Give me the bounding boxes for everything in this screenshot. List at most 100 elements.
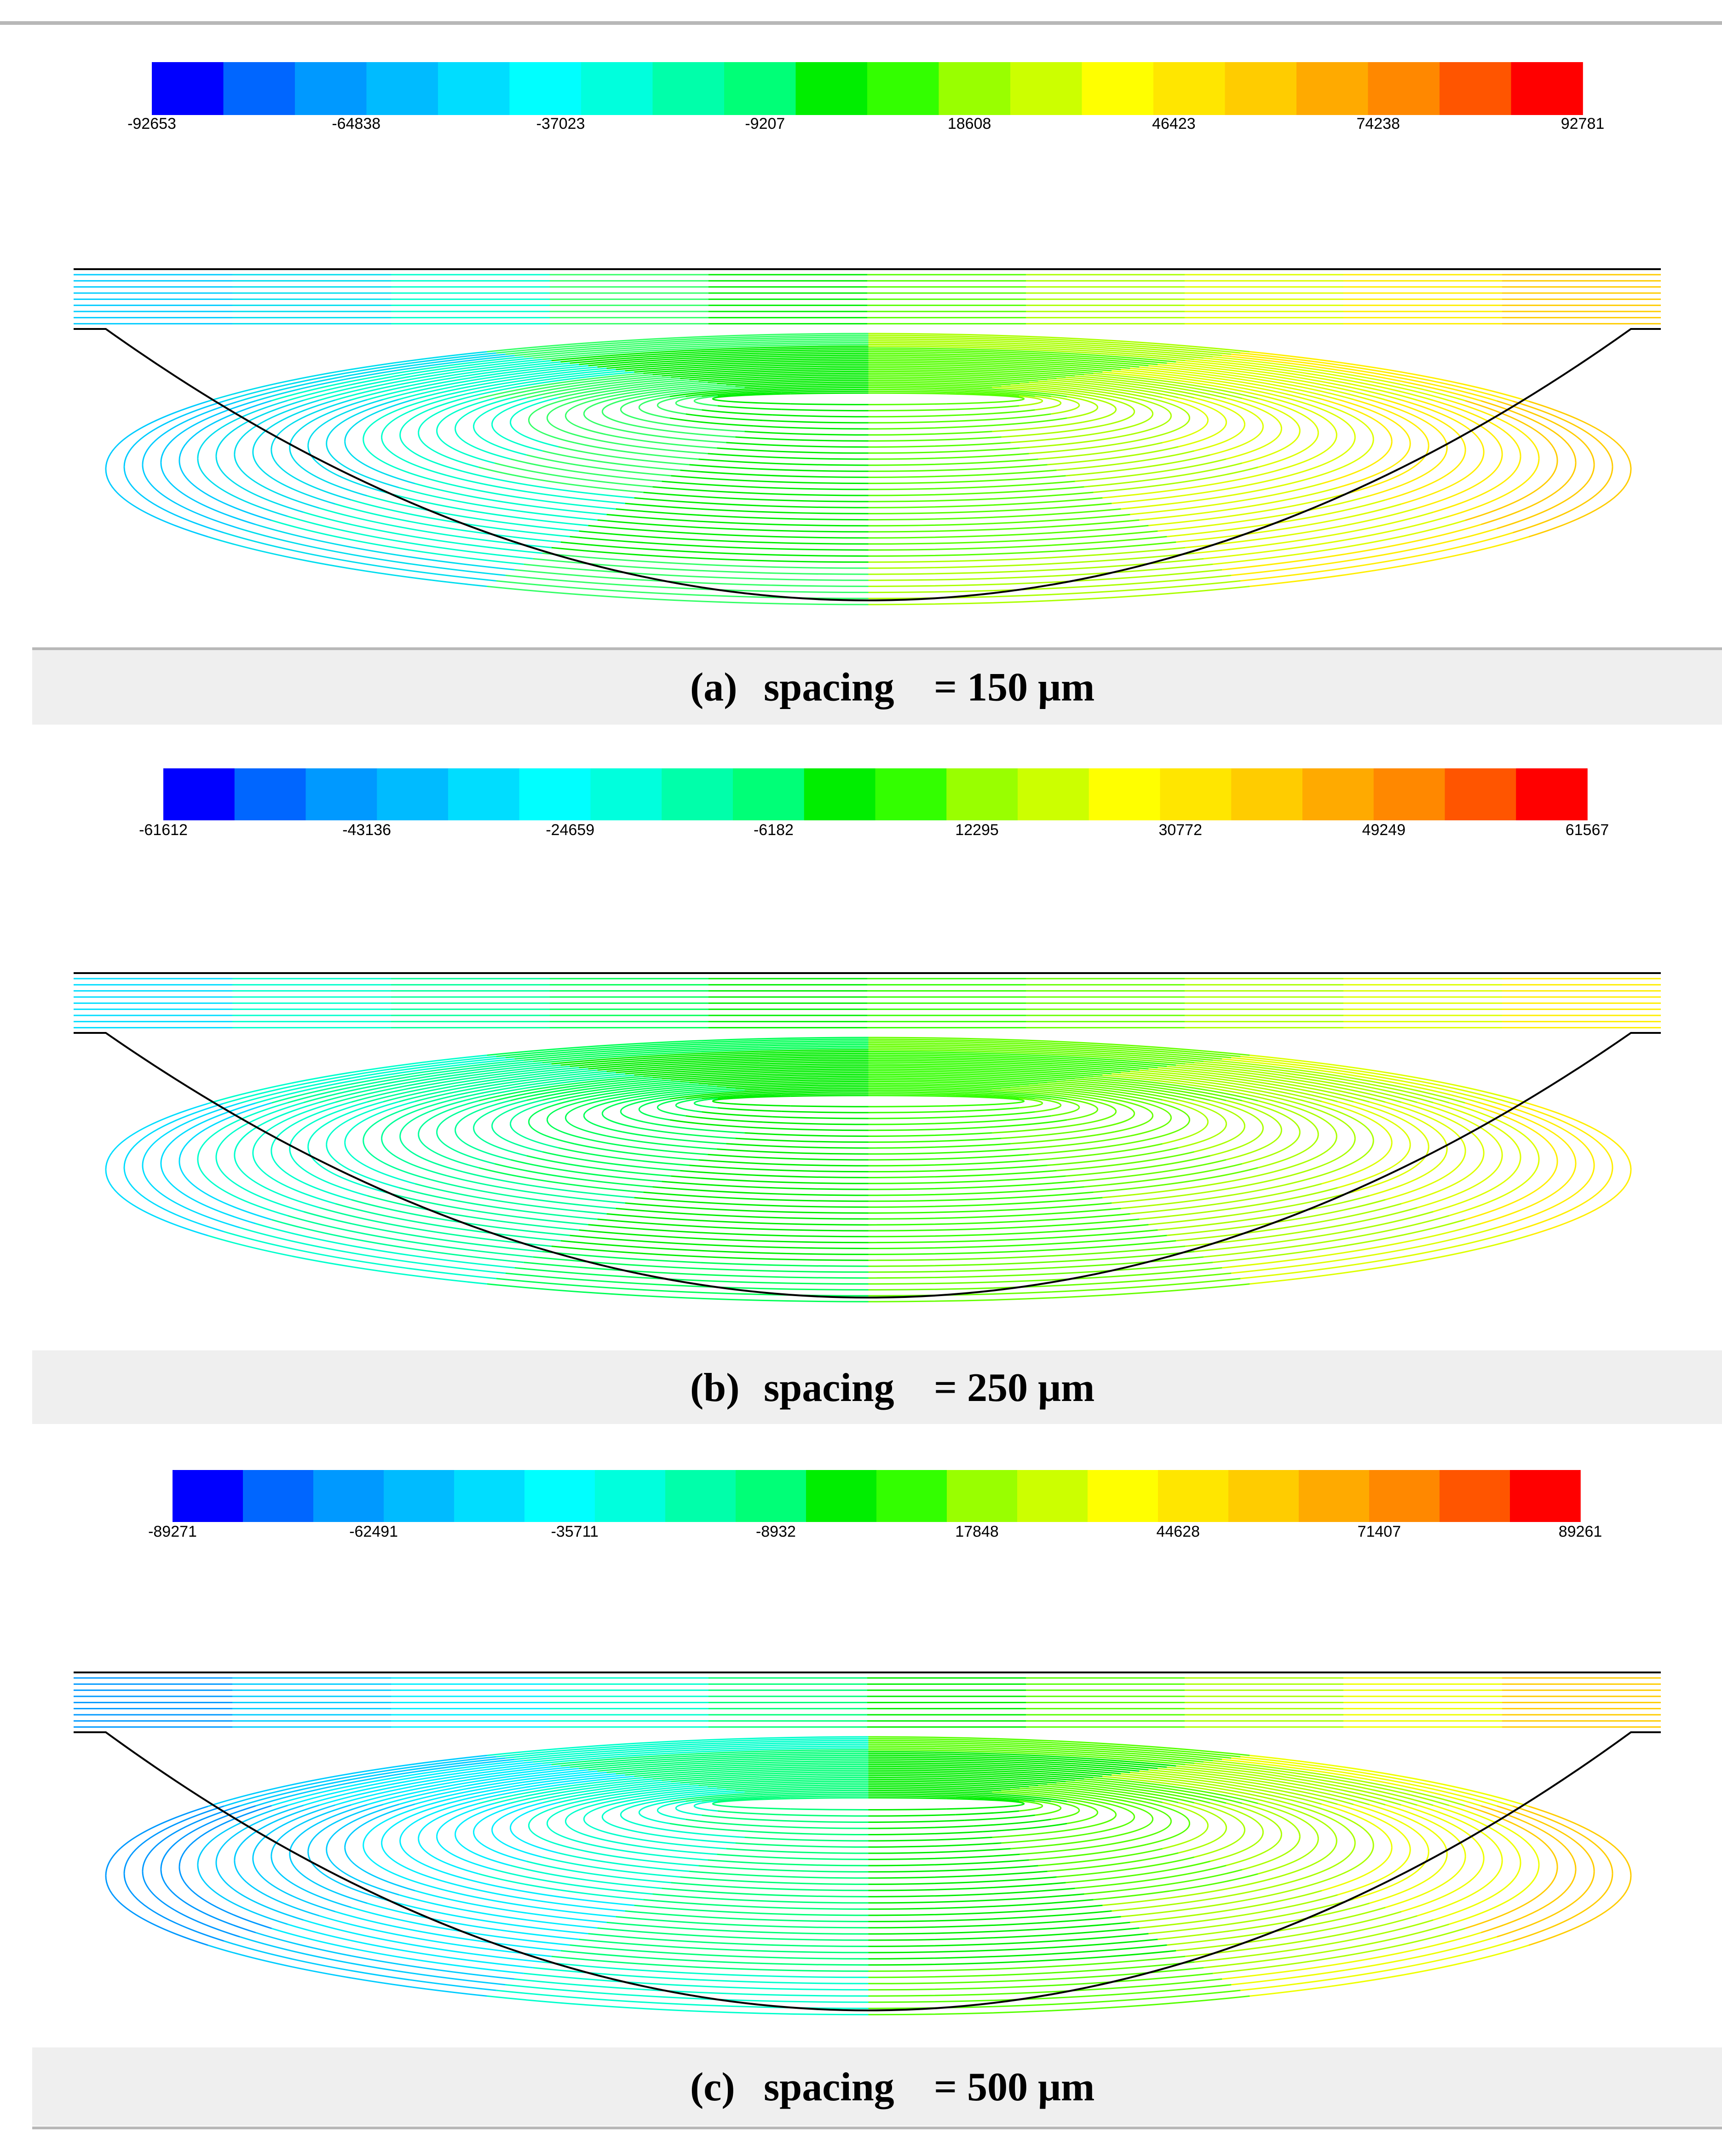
- cavity-streamline: [351, 1199, 570, 1236]
- cavity-streamline: [868, 1091, 965, 1095]
- cavity-streamline: [868, 1859, 1029, 1867]
- cavity-streamline: [1065, 1861, 1210, 1884]
- cavity-streamline: [868, 378, 1020, 385]
- cavity-streamline: [570, 1752, 869, 1768]
- cavity-streamline: [1185, 1915, 1418, 1957]
- cavity-streamline: [1185, 1207, 1418, 1247]
- cavity-streamline: [558, 379, 690, 398]
- cavity-streamline: [1065, 1155, 1210, 1177]
- cavity-streamline: [533, 558, 869, 575]
- cavity-streamline: [868, 563, 1213, 581]
- cavity-streamline: [1433, 456, 1521, 513]
- cavity-streamline: [1075, 375, 1227, 399]
- cavity-streamline: [693, 1800, 718, 1806]
- cavity-streamline: [744, 1836, 869, 1842]
- cavity-streamline: [868, 586, 1250, 605]
- cavity-streamline: [868, 1797, 946, 1799]
- cavity-streamline: [570, 536, 869, 551]
- cavity-streamline: [526, 1079, 671, 1101]
- cavity-streamline: [868, 1240, 1176, 1255]
- cavity-streamline: [542, 378, 680, 399]
- cavity-streamline: [868, 1072, 1066, 1081]
- cavity-streamline: [1047, 1852, 1179, 1872]
- cavity-streamline: [754, 1831, 869, 1835]
- cavity-streamline: [606, 1085, 717, 1101]
- cavity-streamline: [868, 1043, 1213, 1061]
- cavity-streamline: [1185, 360, 1418, 401]
- cavity-streamline: [1290, 1843, 1356, 1883]
- cavity-streamline: [574, 1083, 699, 1101]
- cavity-streamline: [669, 388, 754, 398]
- cavity-streamline: [1176, 1064, 1402, 1103]
- cavity-streamline: [625, 1910, 869, 1922]
- cavity-streamline: [868, 1967, 1204, 1984]
- cavity-streamline: [868, 431, 992, 436]
- cavity-streamline: [868, 1148, 1020, 1155]
- cavity-streamline: [1213, 1059, 1465, 1104]
- streamline-plot: [74, 972, 1661, 1303]
- cavity-streamline: [1178, 1099, 1227, 1124]
- cavity-streamline: [1003, 1800, 1025, 1804]
- cavity-streamline: [868, 1079, 1029, 1086]
- cavity-streamline: [763, 1121, 869, 1125]
- cavity-streamline: [1167, 1199, 1386, 1236]
- cavity-streamline: [514, 1741, 869, 1760]
- cavity-streamline: [675, 1808, 702, 1816]
- cavity-streamline: [1480, 462, 1577, 525]
- cavity-streamline: [652, 1068, 869, 1078]
- cavity-streamline: [319, 1915, 552, 1957]
- cavity-streamline: [224, 1055, 496, 1104]
- cavity-streamline: [868, 1899, 1094, 1910]
- cavity-streamline: [1083, 396, 1117, 410]
- cavity-streamline: [702, 1093, 772, 1100]
- cavity-streamline: [207, 351, 487, 402]
- cavity-streamline: [560, 347, 869, 363]
- cavity-streamline: [698, 374, 869, 382]
- cavity-streamline: [1480, 1805, 1577, 1869]
- cavity-streamline: [1512, 1102, 1613, 1168]
- cavity-streamline: [781, 1110, 869, 1113]
- cavity-streamline: [1369, 1854, 1448, 1904]
- cavity-streamline: [868, 1995, 1250, 2016]
- colorbar-swatch: [1082, 62, 1154, 115]
- cavity-streamline: [620, 409, 654, 423]
- cavity-streamline: [399, 1100, 463, 1136]
- cavity-streamline: [1242, 1100, 1301, 1132]
- cavity-streamline: [1210, 1802, 1264, 1833]
- cavity-streamline: [868, 1245, 1186, 1261]
- cavity-streamline: [868, 381, 1002, 387]
- cavity-streamline: [868, 1758, 1140, 1772]
- cavity-streamline: [271, 450, 352, 501]
- cavity-streamline: [1204, 357, 1450, 401]
- cavity-streamline: [606, 1760, 869, 1773]
- panel-b: -61612 -43136 -24659 -6182 12295 30772 49249 61…: [32, 768, 1722, 1424]
- cavity-streamline: [868, 1272, 1232, 1291]
- cavity-streamline: [868, 458, 1038, 466]
- cavity-streamline: [1098, 1098, 1135, 1114]
- cavity-streamline: [514, 1267, 869, 1285]
- cavity-streamline: [733, 393, 791, 397]
- cavity-streamline: [1258, 1134, 1319, 1169]
- colorbar-tick-label: -37023: [536, 115, 585, 133]
- cavity-streamline: [491, 1802, 543, 1830]
- cavity-streamline: [1146, 418, 1191, 439]
- cavity-streamline: [868, 1778, 1038, 1787]
- cavity-streamline: [496, 1038, 869, 1057]
- cavity-streamline: [1019, 1839, 1131, 1855]
- cavity-streamline: [868, 388, 965, 392]
- cavity-streamline: [625, 1063, 869, 1075]
- cavity-streamline: [560, 1950, 869, 1966]
- cavity-streamline: [620, 1098, 654, 1112]
- cavity-streamline: [735, 381, 869, 387]
- cavity-streamline: [478, 373, 644, 399]
- cavity-streamline: [868, 1910, 1112, 1922]
- cavity-streamline: [478, 1873, 644, 1901]
- cavity-streamline: [772, 1819, 869, 1823]
- cavity-streamline: [142, 1165, 240, 1228]
- cavity-streamline: [868, 1764, 1112, 1776]
- cavity-streamline: [524, 1262, 869, 1279]
- cavity-streamline: [1010, 1788, 1115, 1803]
- cavity-streamline: [868, 1972, 1213, 1991]
- cavity-streamline: [436, 1132, 495, 1164]
- cavity-streamline: [564, 1801, 606, 1822]
